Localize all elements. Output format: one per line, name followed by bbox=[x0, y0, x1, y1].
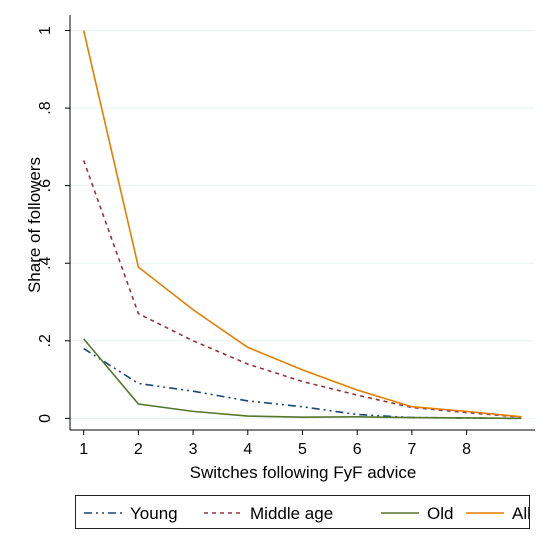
legend-label: All bbox=[512, 504, 529, 523]
x-tick-label: 6 bbox=[353, 441, 362, 458]
y-tick-label: .2 bbox=[37, 334, 54, 347]
x-tick-label: 3 bbox=[189, 441, 198, 458]
y-tick-label: 0 bbox=[37, 414, 54, 423]
y-axis-label: Share of followers bbox=[25, 157, 44, 293]
series-line-old bbox=[83, 338, 522, 420]
series-line-middle-age bbox=[82, 160, 522, 418]
legend-label: Young bbox=[130, 504, 178, 523]
series-line-all bbox=[82, 30, 522, 418]
chart-svg: 0 .2 .4 .6 .8 1 1 2 3 4 5 6 7 8 Switches following Fy… bbox=[25, 15, 535, 482]
axes: 0 .2 .4 .6 .8 1 1 2 3 4 5 6 7 8 bbox=[37, 15, 535, 458]
y-tick-label: .8 bbox=[37, 101, 54, 114]
y-tick-label: .4 bbox=[37, 256, 54, 269]
x-tick-label: 1 bbox=[79, 441, 88, 458]
x-tick-label: 7 bbox=[407, 441, 416, 458]
legend-label: Middle age bbox=[250, 504, 333, 523]
x-tick-label: 8 bbox=[462, 441, 471, 458]
x-tick-label: 2 bbox=[134, 441, 143, 458]
legend-svg: Young Middle age Old All bbox=[84, 504, 531, 523]
y-tick-label: 1 bbox=[37, 26, 54, 35]
x-axis-label: Switches following FyF advice bbox=[190, 463, 417, 482]
legend: Young Middle age Old All bbox=[75, 495, 531, 529]
series-lines bbox=[82, 30, 522, 420]
legend-label: Old bbox=[427, 504, 453, 523]
x-tick-label: 4 bbox=[243, 441, 252, 458]
y-tick-label: .6 bbox=[37, 179, 54, 192]
x-tick-label: 5 bbox=[298, 441, 307, 458]
gridlines bbox=[70, 30, 535, 419]
series-line-young bbox=[83, 347, 522, 420]
